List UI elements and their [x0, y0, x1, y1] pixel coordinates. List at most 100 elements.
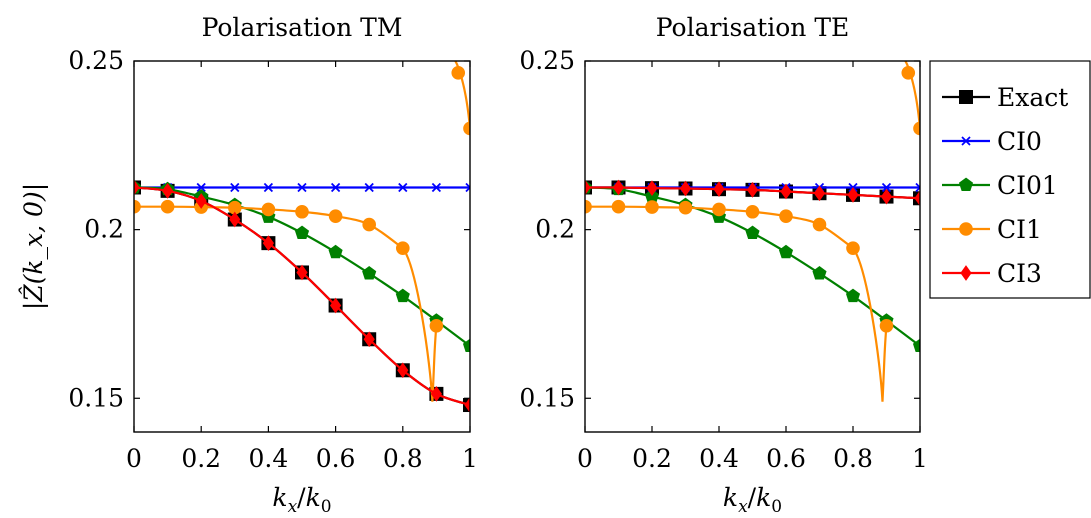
panel-0-series-ci3-point-0: [134, 179, 140, 196]
panel-0-series-ci0-point-7: [364, 182, 374, 193]
panel-0-plot-area: [134, 61, 470, 413]
panel-1-series-ci1: [585, 61, 920, 402]
legend-swatch-marker-exact: [959, 90, 973, 104]
panel-0-series-ci0-point-3: [230, 182, 240, 193]
panel-0-series-ci0-point-9: [431, 182, 442, 193]
panel-0-series-ci0-point-3-stroke-b: [230, 182, 240, 193]
panel-0-series-ci3-point-9: [430, 386, 443, 402]
panel-1-series-ci0-point-10: [915, 182, 920, 193]
panel-0-series-exact-line: [134, 186, 470, 407]
panel-0-series-ci0: [134, 182, 470, 193]
panel-1-series-ci1-point-9: [879, 318, 894, 333]
panel-0-series-ci1-point-9: [429, 318, 444, 333]
panel-0-series-ci0-point-8: [398, 182, 408, 193]
panel-1-xtick-label-0-2: 0.2: [632, 444, 672, 473]
panel-0-series-ci3-point-2: [195, 193, 207, 209]
panel-0-axes-frame: [133, 60, 471, 433]
panel-1-series-ci1-point-10: [901, 66, 916, 80]
panel-1-series-ci3-point-10: [914, 190, 920, 207]
panel-1-series-ci3: [585, 179, 920, 207]
panel-0-xtick-label-0-2: 0.2: [181, 444, 221, 473]
panel-0-xtick-label-0-8: 0.8: [383, 444, 423, 473]
panel-0-series-ci0-point-7-stroke-b: [364, 182, 374, 193]
panel-0-series-ci01-point-10: [462, 338, 470, 352]
panel-1-series-ci3-point-1: [612, 179, 625, 196]
panel-1-series-ci3-point-2: [646, 180, 658, 197]
legend-swatch-marker-ci0: [961, 136, 971, 146]
panel-tm: Polarisation TM 0 0.2 0.4 0.6 0.8 1 0.15 0.2 0.25…: [19, 13, 478, 517]
panel-te: Polarisation TE 0 0.2 0.4 0.6 0.8 1 0.15 0.2 0.25…: [519, 13, 928, 517]
legend-label-ci3: CI3: [997, 259, 1042, 288]
panel-1-xtick-label-0-8: 0.8: [833, 444, 873, 473]
panel-1-series-ci1-point-4: [712, 202, 726, 217]
legend-label-ci0: CI0: [997, 127, 1042, 156]
panel-0-series-ci0-point-4-stroke-b: [263, 182, 274, 193]
legend-swatch-marker-ci3: [960, 265, 972, 281]
panel-0-ytick-label-0-15: 0.15: [68, 383, 124, 412]
panel-1-title: Polarisation TE: [656, 13, 850, 42]
panel-1-axes-frame: [584, 60, 921, 433]
panel-1-plot-area: [585, 61, 920, 402]
panel-0-series-ci1-point-5: [295, 204, 309, 219]
legend-frame: [929, 60, 1091, 299]
panel-0-series-ci01-point-6: [328, 244, 343, 259]
legend: Exact CI0 CI01 CI1 CI3: [929, 60, 1091, 299]
panel-0-series-ci01-point-7: [362, 266, 377, 280]
panel-0-ylabel: |Ẑ(k_x, 0)|: [19, 183, 49, 310]
panel-0-series-ci1-point-1: [160, 199, 175, 214]
panel-0-xtick-label-0-4: 0.4: [249, 444, 289, 473]
panel-1-series-ci01-point-7: [812, 266, 827, 280]
panel-1-series-ci3-point-5: [746, 181, 759, 198]
panel-0-series-ci1-point-0: [134, 199, 141, 214]
panel-0-series-ci3-point-7: [363, 331, 375, 348]
panel-1-series-ci01-point-10: [912, 338, 920, 352]
panel-0-series-ci1-point-6: [328, 209, 343, 223]
panel-1-series-ci1-point-2: [645, 200, 659, 214]
legend-entry-ci3: CI3: [942, 259, 1042, 288]
panel-0-series-ci1-point-7: [362, 217, 377, 232]
panel-1-ytick-label-0-25: 0.25: [519, 46, 575, 75]
legend-entry-ci1: CI1: [942, 215, 1042, 244]
panel-0-series-ci3-point-8: [397, 362, 409, 379]
legend-swatch-marker-ci1: [959, 222, 973, 236]
panel-0-series-ci0-point-8-stroke-b: [398, 182, 408, 193]
legend-swatch-marker-ci0-stroke-b: [961, 136, 971, 146]
legend-entry-ci01: CI01: [942, 171, 1058, 200]
panel-1-series-ci3-point-3: [679, 180, 692, 197]
panel-0-series-ci3-point-3: [229, 211, 241, 228]
panel-0-series-ci1-point-10: [451, 66, 466, 80]
legend-entry-exact: Exact: [942, 83, 1068, 112]
panel-0-series-ci3-point-5: [296, 264, 308, 281]
panel-1-series-ci0-point-10-stroke-a: [915, 182, 920, 189]
panel-0-series-ci0-point-6: [330, 182, 341, 193]
legend-label-ci01: CI01: [997, 171, 1058, 200]
panel-1-series-ci3-point-9: [880, 188, 893, 205]
panel-0-series-ci0-point-2-stroke-b: [196, 182, 206, 193]
panel-0-series-ci01-point-5: [294, 225, 310, 240]
panel-1-xlabel: kx/k0: [723, 483, 782, 517]
panel-0-series-ci3: [134, 179, 470, 413]
panel-0-series-ci1-point-4: [261, 202, 276, 217]
panel-0-series-ci0-point-10-stroke-a: [465, 182, 470, 189]
panel-0-series-ci0-point-5-stroke-b: [297, 182, 307, 193]
panel-0-xtick-label-0-6: 0.6: [316, 444, 356, 473]
panel-1-series-ci3-point-6: [780, 183, 792, 200]
panel-1-series-ci1-point-11: [913, 121, 920, 136]
panel-0-series-ci0-point-10: [465, 182, 470, 193]
panel-0-series-ci1-point-8: [396, 241, 410, 255]
panel-0-series-ci0-point-6-stroke-b: [330, 182, 341, 193]
panel-0-ytick-label-0-25: 0.25: [68, 46, 124, 75]
panel-1-xtick-label-1: 1: [912, 444, 928, 473]
panel-0-series-ci0-point-9-stroke-b: [431, 182, 442, 193]
panel-1-ytick-label-0-15: 0.15: [519, 383, 575, 412]
panel-1-series-ci3-point-0: [585, 179, 591, 196]
panel-0-series-ci0-point-4: [263, 182, 274, 193]
panel-1-series-ci1-point-5: [745, 204, 760, 219]
panel-1-series-ci3-point-8: [847, 187, 859, 203]
panel-0-series-ci3-point-1: [161, 182, 174, 199]
panel-0-ytick-label-0-2: 0.2: [84, 215, 124, 244]
panel-1-series-ci01-point-8: [845, 288, 861, 303]
panel-0-series-ci0-point-5: [297, 182, 307, 193]
legend-label-exact: Exact: [997, 83, 1068, 112]
